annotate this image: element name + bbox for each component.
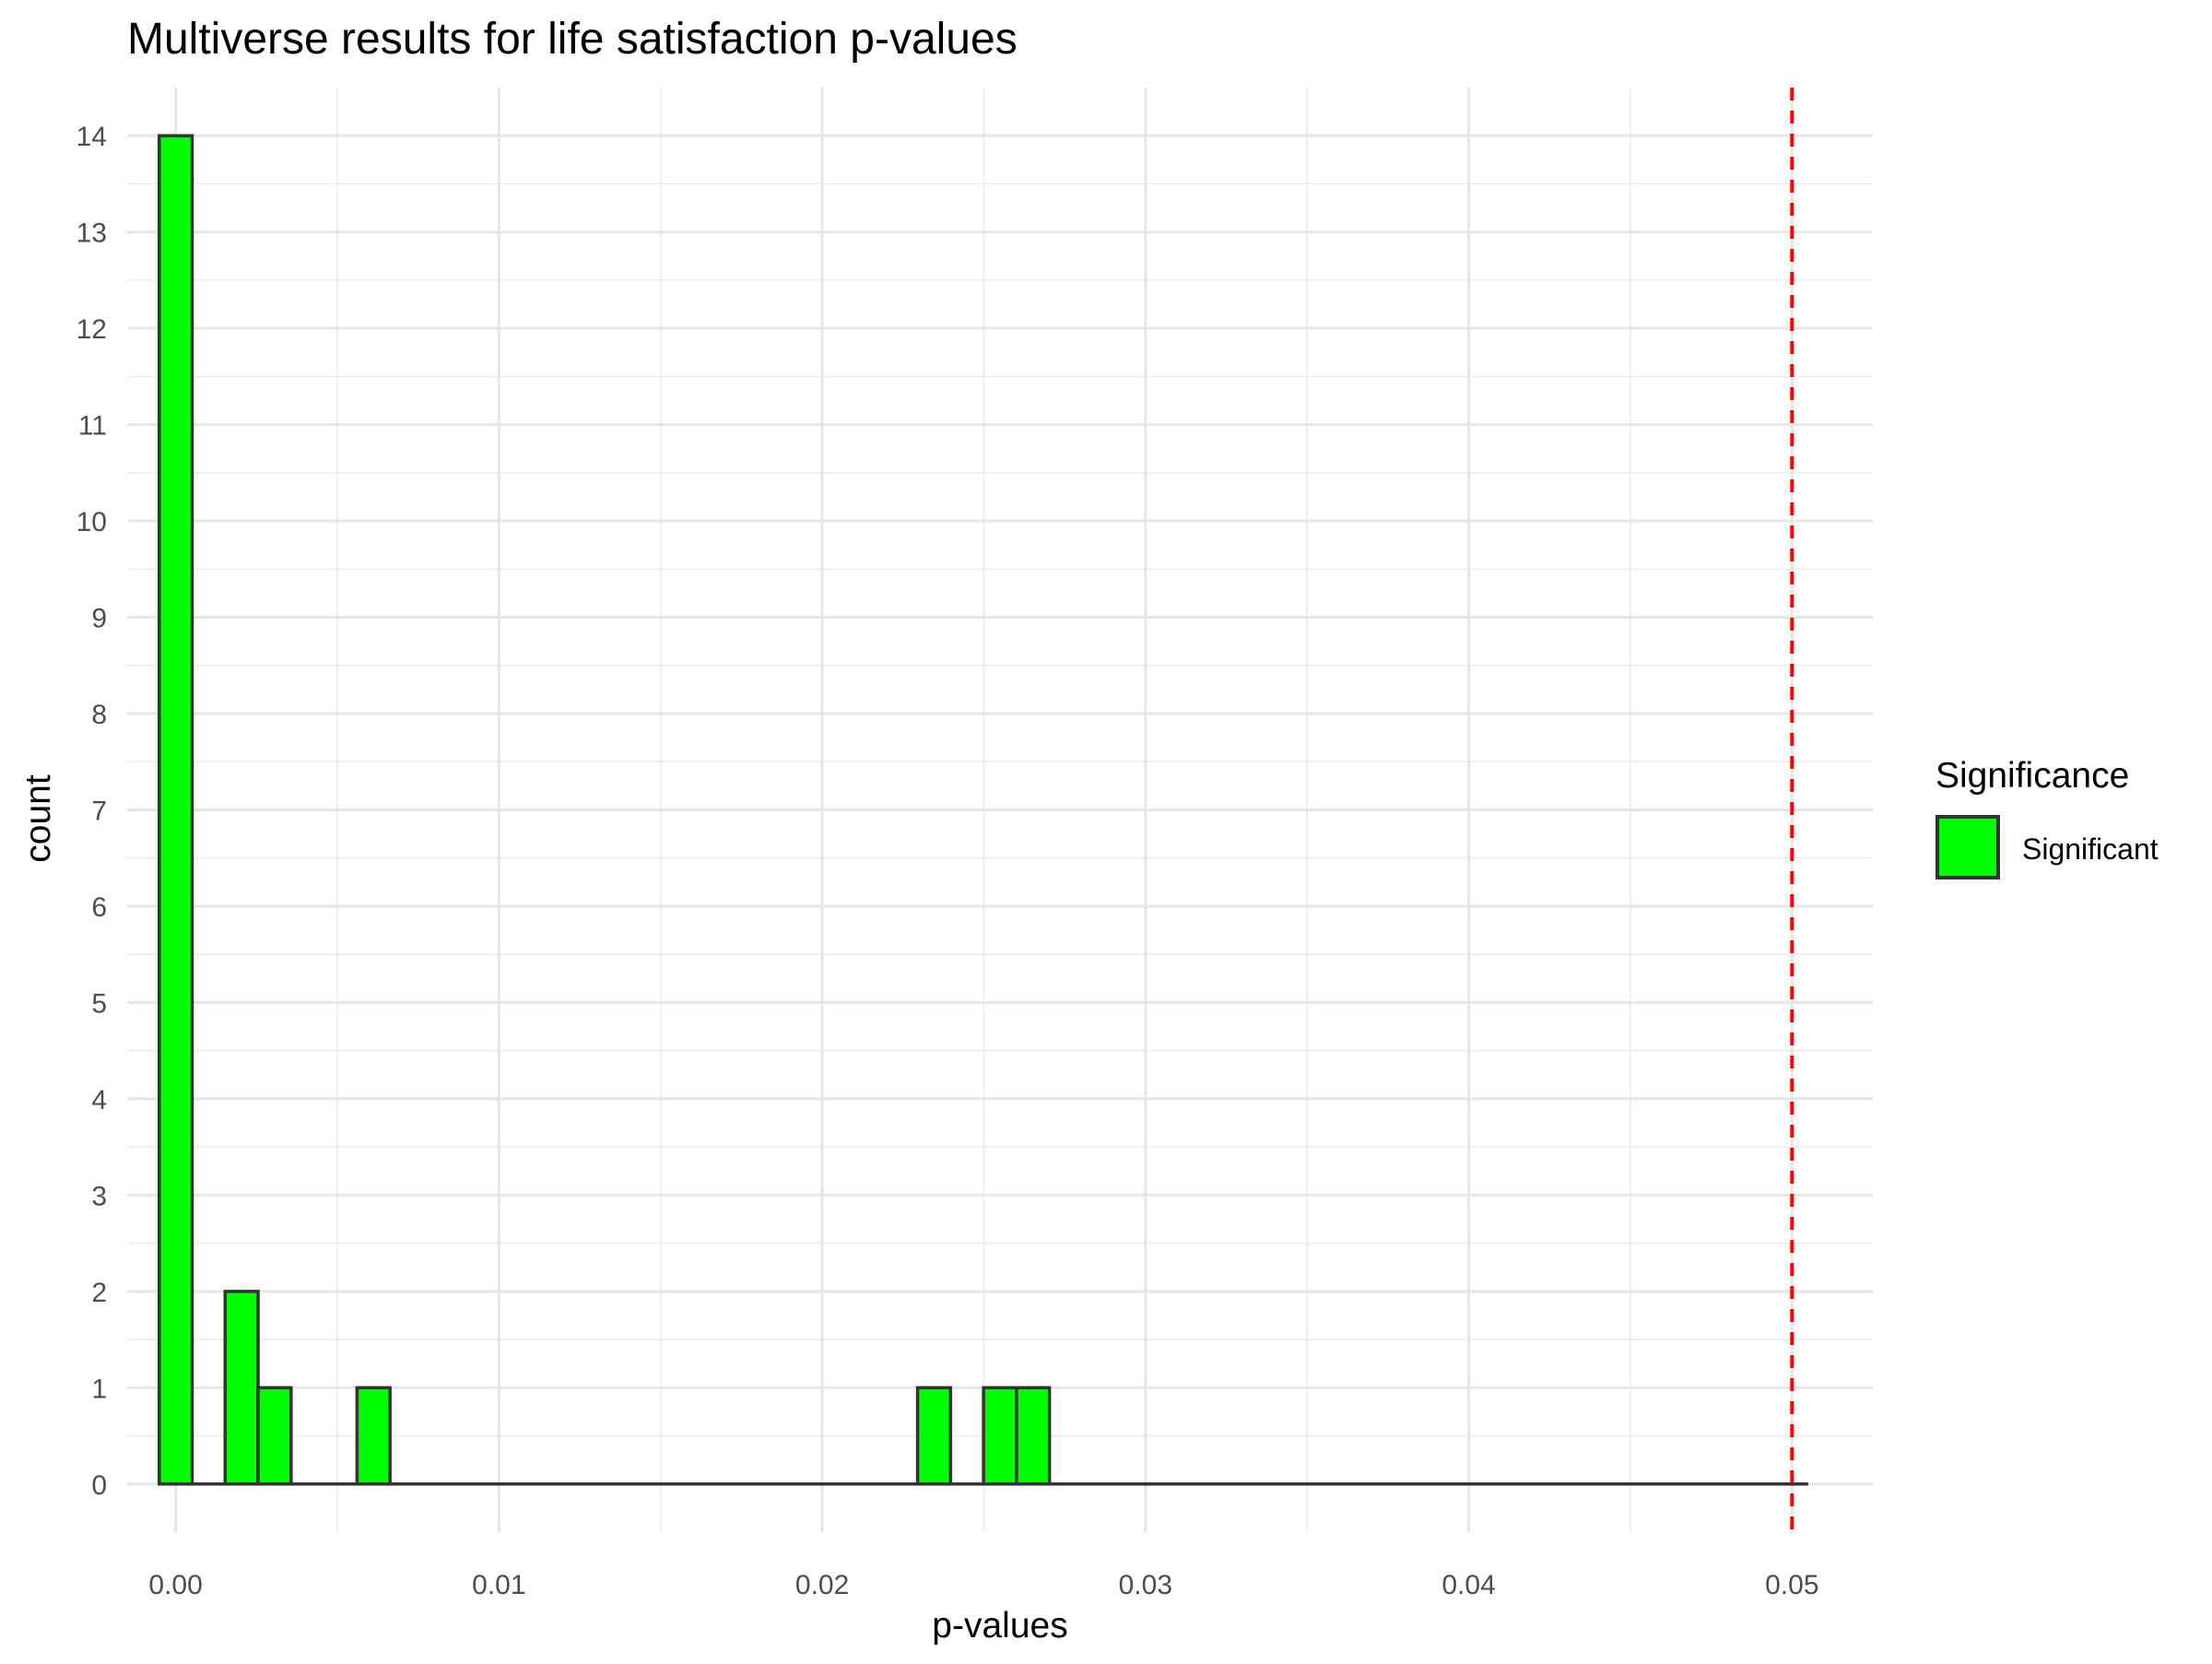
x-tick-label: 0.03 [1119, 1570, 1172, 1600]
histogram-bar [355, 1386, 392, 1486]
histogram-bar [157, 134, 194, 1486]
y-tick-label: 14 [76, 122, 107, 152]
histogram-bar [256, 1386, 293, 1486]
y-tick-label: 6 [91, 892, 107, 923]
y-tick-label: 8 [91, 700, 107, 730]
legend-swatch-significant [1936, 815, 2000, 879]
y-tick-label: 4 [91, 1085, 107, 1115]
legend: Significance Significant [1936, 756, 2159, 879]
y-tick-label: 11 [78, 411, 107, 442]
x-tick-label: 0.01 [472, 1570, 525, 1600]
x-tick-label: 0.04 [1441, 1570, 1495, 1600]
x-tick-label: 0.00 [148, 1570, 202, 1600]
y-tick-label: 0 [91, 1470, 107, 1501]
y-tick-label: 5 [91, 988, 107, 1019]
histogram-bar [1015, 1386, 1052, 1486]
y-tick-label: 1 [91, 1374, 107, 1404]
chart-title: Multiverse results for life satisfaction… [127, 15, 1018, 64]
y-axis-label: count [18, 774, 58, 863]
x-tick-label: 0.05 [1765, 1570, 1818, 1600]
legend-title: Significance [1936, 756, 2129, 796]
x-tick-label: 0.02 [795, 1570, 849, 1600]
x-axis-ticks: 0.00 0.01 0.02 0.03 0.04 0.05 [148, 1570, 1818, 1600]
y-tick-label: 13 [76, 218, 107, 249]
y-tick-label: 10 [76, 507, 107, 537]
bars [157, 134, 1052, 1486]
histogram-bar [982, 1386, 1018, 1486]
histogram-bar [223, 1290, 260, 1486]
y-tick-label: 9 [91, 604, 107, 634]
histogram-bar [915, 1386, 953, 1486]
y-tick-label: 3 [91, 1181, 107, 1211]
x-axis-label: p-values [932, 1606, 1067, 1646]
legend-label-significant: Significant [2022, 832, 2159, 866]
y-tick-label: 2 [91, 1278, 107, 1308]
y-tick-label: 7 [91, 797, 107, 827]
y-tick-label: 12 [76, 314, 107, 345]
grid-lines [127, 88, 1873, 1532]
